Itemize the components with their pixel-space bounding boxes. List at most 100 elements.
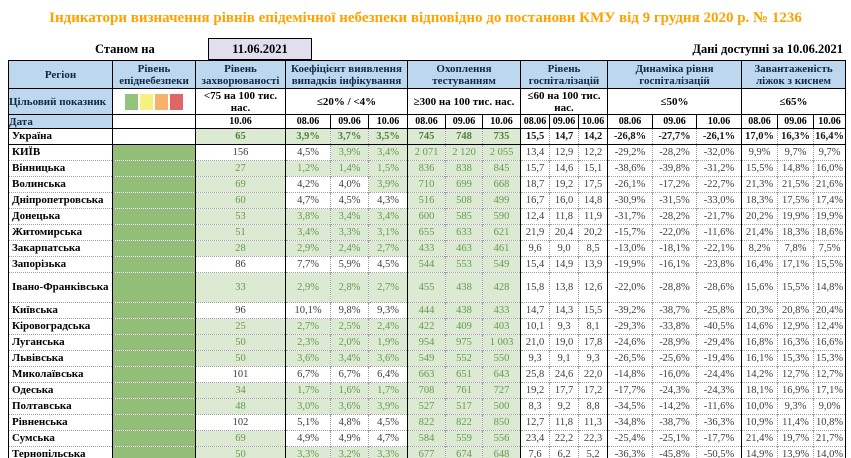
detection-value: 3,6% [368,350,408,367]
detection-value: 3,9% [330,144,369,161]
bed-occupancy-value: 14,6% [741,318,778,335]
epidemic-level-cell [112,366,196,383]
detection-value: 6,7% [285,366,331,383]
detection-value: 2,7% [285,318,331,335]
testing-value: 409 [445,318,483,335]
detection-value: 3,3% [368,446,408,458]
region-row: Житомирська 51 3,4% 3,3% 3,1% 655 633 621 21,9 20… [8,224,846,241]
testing-value: 508 [445,192,483,209]
incidence-header: Рівень захворюваності [195,60,286,89]
hospitalization-value: 12,9 [549,144,579,161]
hosp-dynamics-value: -17,2% [652,176,697,193]
as-of-date-field[interactable]: 11.06.2021 [208,38,312,60]
testing-value: 556 [482,430,521,447]
testing-value: 1 003 [482,334,521,351]
hosp-dynamics-value: -28,9% [652,334,697,351]
testing-value: 544 [407,256,446,273]
testing-value: 648 [482,446,521,458]
testing-value: 500 [482,398,521,415]
region-row: Сумська 69 4,9% 4,9% 4,7% 584 559 556 23,4 22,2 22… [8,430,846,447]
hosp-dynamics-value: -24,4% [696,366,742,383]
testing-value: 527 [407,398,446,415]
incidence-value: 50 [195,446,286,458]
detection-value: 3,9% [285,128,331,145]
detection-value: 2,0% [330,334,369,351]
incidence-value: 25 [195,318,286,335]
hospitalization-value: 16,7 [520,192,550,209]
epidemic-level-cell [112,192,196,209]
region-row: Запорізька 86 7,7% 5,9% 4,5% 544 553 549 15,4 14,… [8,256,846,273]
green-level-swatch-icon [125,93,138,110]
testing-value: 850 [482,414,521,431]
epidemic-level-cell [112,176,196,193]
region-name: Вінницька [8,160,113,177]
detection-value: 4,2% [285,176,331,193]
hospitalization-value: 11,8 [549,208,579,225]
epidemic-level-cell [112,272,196,303]
hosp-dynamics-value: -26,8% [607,128,653,145]
detection-target: ≤20% / <4% [285,88,408,115]
bed-occupancy-value: 9,3% [777,398,814,415]
hospitalization-value: 9,6 [520,240,550,257]
hosp-dynamics-target: ≤50% [607,88,742,115]
testing-value: 836 [407,160,446,177]
hospitalization-value: 5,2 [578,446,608,458]
incidence-target: <75 на 100 тис. нас. [195,88,286,115]
hosp-dynamics-value: -28,2% [652,144,697,161]
epidemic-level-cell [112,208,196,225]
detection-value: 1,5% [368,160,408,177]
hosp-dynamics-value: -36,3% [696,414,742,431]
region-name: Київська [8,302,113,319]
date-cell: 09.06 [445,114,483,129]
hospitalization-value: 24,6 [549,366,579,383]
date-cell: 08.06 [407,114,446,129]
incidence-value: 34 [195,382,286,399]
hospitalization-value: 15,8 [520,272,550,303]
hosp-dynamics-value: -24,3% [652,382,697,399]
date-cell: 10.06 [482,114,521,129]
bed-occupancy-value: 21,6% [812,176,846,193]
region-row: Київська 96 10,1% 9,8% 9,3% 444 438 433 14,7 14,3… [8,302,846,319]
danger-level-header: Рівень епіднебезпеки [112,60,196,89]
testing-value: 975 [445,334,483,351]
bed-occupancy-value: 13,9% [777,446,814,458]
region-name: Волинська [8,176,113,193]
testing-value: 668 [482,176,521,193]
hosp-dynamics-value: -45,8% [652,446,697,458]
hospitalization-value: 25,8 [520,366,550,383]
region-name: Миколаївська [8,366,113,383]
detection-value: 1,4% [330,160,369,177]
detection-value: 4,8% [330,414,369,431]
hosp-dynamics-value: -30,9% [607,192,653,209]
region-row: Одеська 34 1,7% 1,6% 1,7% 708 761 727 19,2 17,7 17… [8,382,846,399]
bed-occupancy-value: 20,8% [777,302,814,319]
hospitalization-value: 8,5 [578,240,608,257]
hosp-dynamics-value: -24,6% [607,334,653,351]
region-name: Львівська [8,350,113,367]
hospitalization-value: 14,6 [549,160,579,177]
detection-value: 2,5% [330,318,369,335]
hosp-dynamics-value: -27,7% [652,128,697,145]
bed-occupancy-value: 21,4% [741,224,778,241]
epidemic-level-cell [112,430,196,447]
region-name: Рівненська [8,414,113,431]
bed-occupancy-header: Завантаженість ліжок з киснем [740,60,847,89]
testing-value: 727 [482,382,521,399]
hosp-dynamics-value: -26,1% [696,128,742,145]
epidemic-level-cell [112,318,196,335]
hosp-dynamics-value: -25,6% [652,350,697,367]
testing-value: 708 [407,382,446,399]
bed-occupancy-value: 7,5% [812,240,846,257]
testing-value: 699 [445,176,483,193]
region-name: Україна [8,128,113,145]
hospitalization-value: 22,3 [578,430,608,447]
hospitalization-value: 22,2 [549,430,579,447]
hospitalization-value: 21,0 [520,334,550,351]
hospitalization-value: 13,4 [520,144,550,161]
bed-occupancy-value: 14,9% [741,446,778,458]
detection-value: 3,9% [368,398,408,415]
bed-occupancy-value: 15,6% [741,272,778,303]
hospitalization-value: 20,2 [578,224,608,241]
detection-value: 10,1% [285,302,331,319]
detection-value: 4,3% [368,192,408,209]
